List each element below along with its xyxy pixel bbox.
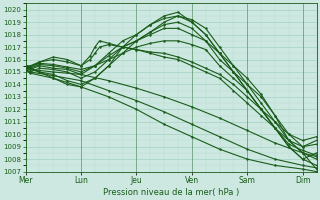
X-axis label: Pression niveau de la mer( hPa ): Pression niveau de la mer( hPa ) bbox=[103, 188, 239, 197]
